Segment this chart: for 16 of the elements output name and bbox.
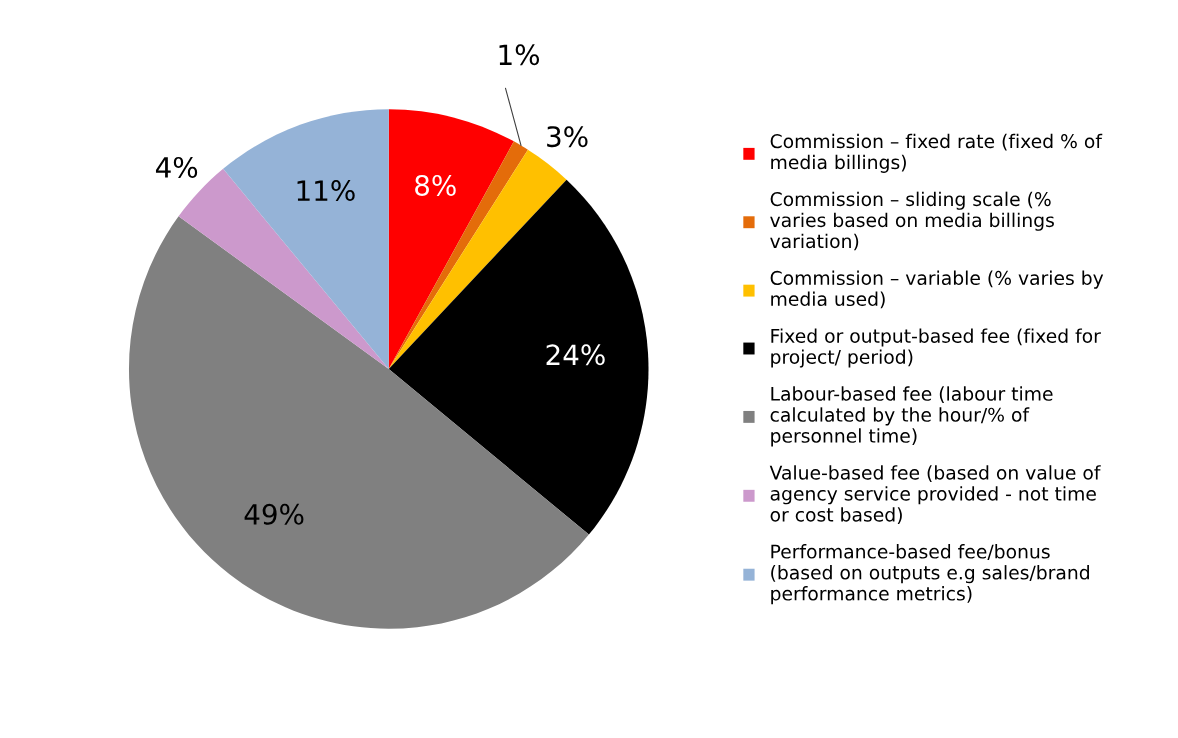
data-label: 4% <box>155 156 198 178</box>
data-label: 24% <box>546 344 605 366</box>
pie-slice <box>388 109 514 369</box>
data-label: 1% <box>499 44 540 66</box>
data-label: 49% <box>244 503 304 525</box>
data-label: 11% <box>297 180 355 202</box>
legend-label: Fixed or output-based fee (fixed for project/ period) <box>771 328 1101 368</box>
legend-label: Commission – variable (% varies by media used) <box>770 270 1104 309</box>
legend-label: Commission – sliding scale (% varies based on media billings variation) <box>770 191 1054 251</box>
legend-label: Commission – fixed rate (fixed % of media billings) <box>770 133 1103 173</box>
legend-label: Value-based fee (based on value of agency service provided - not time or cost based) <box>769 465 1101 524</box>
data-label: 3% <box>547 126 588 148</box>
legend-label: Labour-based fee (labour time calculated by the hour/% of personnel time) <box>770 386 1053 447</box>
pie-slice <box>223 109 389 369</box>
data-label: 8% <box>415 174 456 196</box>
legend-label: Performance-based fee/bonus (based on outputs e.g sales/brand performance metrics) <box>771 544 1089 605</box>
